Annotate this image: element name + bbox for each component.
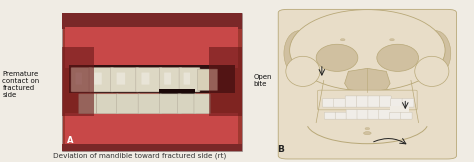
Bar bbox=[159, 89, 195, 98]
Polygon shape bbox=[345, 68, 390, 93]
Text: A: A bbox=[67, 136, 73, 145]
Text: Deviation of mandible toward fractured side (rt): Deviation of mandible toward fractured s… bbox=[53, 152, 227, 159]
FancyBboxPatch shape bbox=[138, 94, 162, 114]
FancyBboxPatch shape bbox=[390, 112, 401, 119]
Ellipse shape bbox=[364, 132, 371, 135]
FancyBboxPatch shape bbox=[318, 90, 417, 110]
Ellipse shape bbox=[284, 31, 314, 76]
Ellipse shape bbox=[290, 10, 445, 91]
FancyBboxPatch shape bbox=[346, 110, 357, 119]
FancyBboxPatch shape bbox=[94, 73, 102, 85]
FancyBboxPatch shape bbox=[334, 98, 346, 107]
FancyBboxPatch shape bbox=[65, 27, 238, 68]
FancyBboxPatch shape bbox=[391, 98, 402, 107]
Ellipse shape bbox=[340, 39, 345, 41]
FancyBboxPatch shape bbox=[178, 94, 196, 114]
FancyBboxPatch shape bbox=[402, 98, 414, 107]
FancyBboxPatch shape bbox=[110, 68, 139, 92]
FancyBboxPatch shape bbox=[65, 113, 238, 144]
FancyBboxPatch shape bbox=[160, 94, 182, 114]
FancyBboxPatch shape bbox=[198, 69, 218, 90]
FancyBboxPatch shape bbox=[357, 110, 368, 119]
FancyBboxPatch shape bbox=[141, 73, 149, 85]
Ellipse shape bbox=[377, 44, 419, 71]
FancyBboxPatch shape bbox=[89, 68, 113, 92]
Bar bbox=[390, 106, 409, 112]
Ellipse shape bbox=[415, 56, 449, 87]
FancyBboxPatch shape bbox=[97, 94, 118, 114]
Ellipse shape bbox=[420, 31, 451, 76]
FancyBboxPatch shape bbox=[210, 47, 242, 116]
Ellipse shape bbox=[365, 127, 370, 130]
FancyBboxPatch shape bbox=[401, 112, 412, 119]
FancyBboxPatch shape bbox=[117, 73, 125, 85]
FancyBboxPatch shape bbox=[117, 94, 140, 114]
FancyBboxPatch shape bbox=[183, 73, 190, 85]
Ellipse shape bbox=[286, 56, 320, 87]
FancyBboxPatch shape bbox=[368, 96, 380, 107]
FancyBboxPatch shape bbox=[62, 13, 242, 29]
Ellipse shape bbox=[316, 44, 358, 71]
Ellipse shape bbox=[390, 39, 394, 41]
FancyBboxPatch shape bbox=[379, 110, 390, 119]
FancyBboxPatch shape bbox=[71, 68, 92, 92]
Bar bbox=[62, 13, 242, 151]
FancyBboxPatch shape bbox=[164, 73, 171, 85]
FancyBboxPatch shape bbox=[136, 68, 162, 92]
FancyBboxPatch shape bbox=[356, 96, 368, 107]
FancyBboxPatch shape bbox=[159, 68, 182, 92]
FancyBboxPatch shape bbox=[179, 68, 200, 92]
Text: Open
bite: Open bite bbox=[254, 75, 272, 87]
FancyBboxPatch shape bbox=[75, 73, 82, 85]
FancyBboxPatch shape bbox=[324, 112, 336, 119]
Text: B: B bbox=[277, 145, 284, 154]
FancyBboxPatch shape bbox=[322, 98, 334, 107]
FancyBboxPatch shape bbox=[335, 112, 346, 119]
FancyBboxPatch shape bbox=[368, 110, 379, 119]
FancyBboxPatch shape bbox=[278, 9, 456, 159]
FancyBboxPatch shape bbox=[379, 96, 391, 107]
Bar bbox=[69, 65, 235, 93]
Text: Premature
contact on
fractured
side: Premature contact on fractured side bbox=[2, 71, 40, 98]
FancyBboxPatch shape bbox=[62, 144, 242, 151]
FancyBboxPatch shape bbox=[62, 47, 94, 116]
FancyBboxPatch shape bbox=[79, 94, 97, 114]
FancyBboxPatch shape bbox=[194, 94, 210, 114]
FancyBboxPatch shape bbox=[345, 96, 357, 107]
